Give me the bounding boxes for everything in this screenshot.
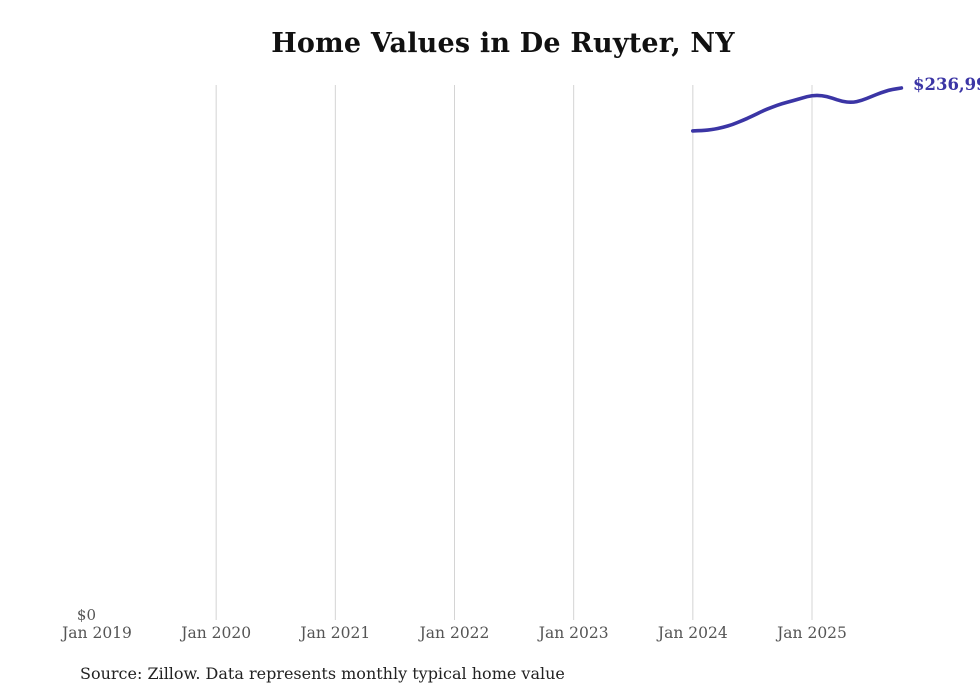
x-axis-label: Jan 2019 bbox=[62, 624, 132, 642]
source-note: Source: Zillow. Data represents monthly … bbox=[80, 664, 565, 683]
x-axis-label: Jan 2023 bbox=[538, 624, 609, 642]
chart-title: Home Values in De Ruyter, NY bbox=[271, 28, 735, 59]
x-axis-label: Jan 2024 bbox=[657, 624, 728, 642]
latest-value-label: $236,990 bbox=[913, 75, 980, 94]
x-axis-label: Jan 2025 bbox=[777, 624, 847, 642]
x-axis-label: Jan 2021 bbox=[300, 624, 371, 642]
y-axis-label-zero: $0 bbox=[76, 606, 96, 624]
home-value-line bbox=[691, 86, 904, 133]
x-axis-label: Jan 2020 bbox=[181, 624, 252, 642]
x-axis-label: Jan 2022 bbox=[419, 624, 490, 642]
